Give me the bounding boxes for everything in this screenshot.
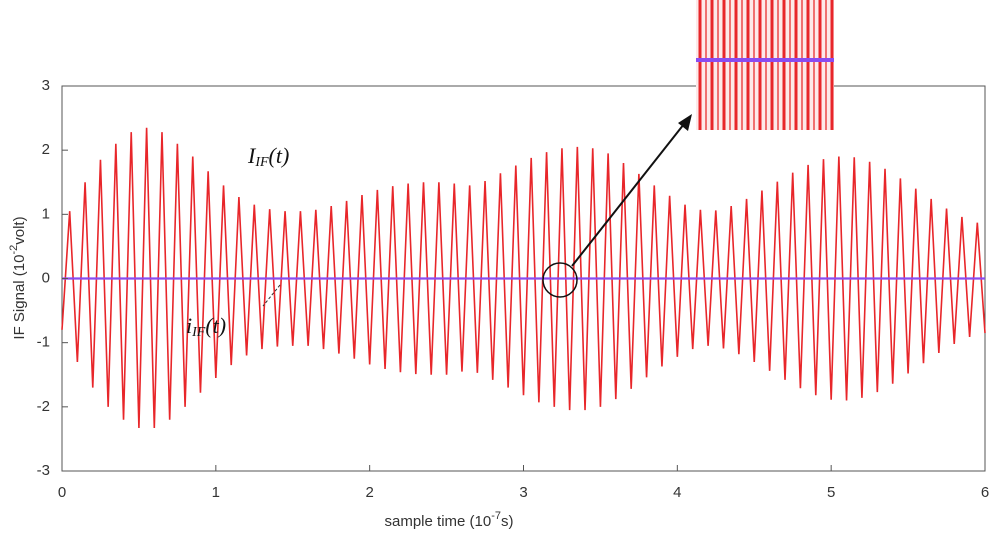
y-tick-label: -3 xyxy=(37,462,50,479)
inset-lines xyxy=(698,0,834,130)
annotation: IIF(t) xyxy=(247,143,289,170)
arrow-head xyxy=(678,114,692,131)
y-tick-label: 2 xyxy=(42,141,50,158)
x-tick-label: 2 xyxy=(365,484,373,501)
annotation: iIF(t) xyxy=(186,313,226,340)
zoom-inset xyxy=(696,0,834,130)
x-tick-label: 4 xyxy=(673,484,681,501)
zoom-circle xyxy=(542,262,578,298)
x-tick-label: 5 xyxy=(827,484,835,501)
x-tick-label: 0 xyxy=(58,484,66,501)
inset-lines xyxy=(705,0,827,130)
marks xyxy=(61,127,986,429)
x-tick-label: 3 xyxy=(519,484,527,501)
y-tick-label: -2 xyxy=(37,398,50,415)
y-tick-label: 3 xyxy=(42,77,50,94)
x-tick-label: 1 xyxy=(212,484,220,501)
x-axis-label: sample time (10-7s) xyxy=(385,510,514,530)
y-tick-label: 1 xyxy=(42,205,50,222)
y-axis-label: IF Signal (10-2volt) xyxy=(8,216,28,339)
x-tick-label: 6 xyxy=(981,484,989,501)
zoom-arrow xyxy=(571,123,685,267)
series-line xyxy=(61,127,986,429)
y-tick-label: 0 xyxy=(42,269,50,286)
pointer xyxy=(262,284,281,307)
y-tick-label: -1 xyxy=(37,334,50,351)
